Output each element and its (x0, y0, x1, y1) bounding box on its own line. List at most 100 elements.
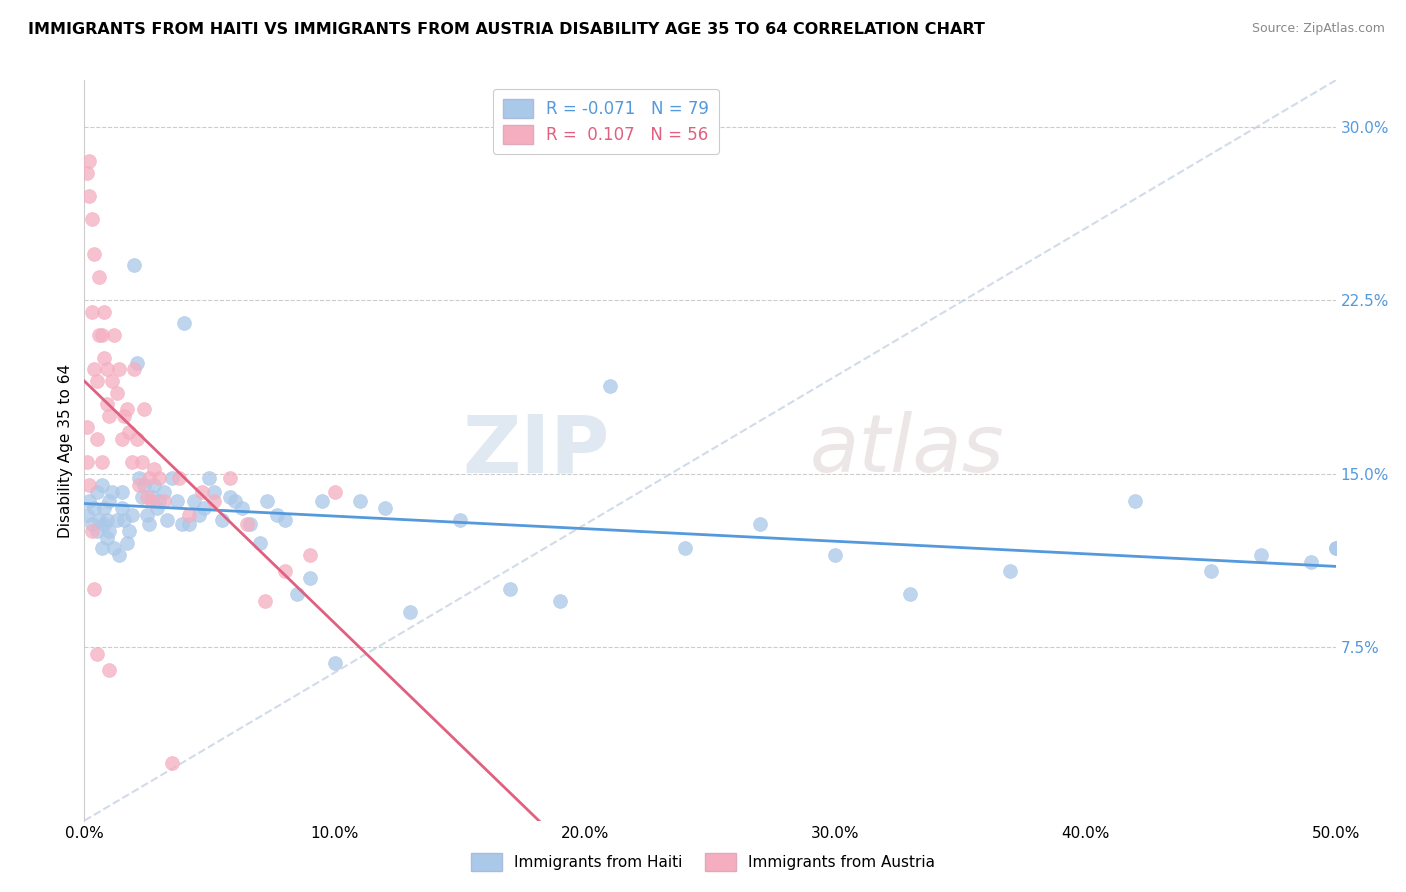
Point (256, 494, 278, 508)
Point (253, 594, 276, 608)
Point (398, 606, 420, 620)
Point (311, 494, 333, 508)
Point (323, 657, 346, 671)
Point (121, 455, 143, 469)
Point (170, 517, 193, 532)
Point (249, 536, 271, 550)
Point (118, 425, 141, 439)
Point (273, 564, 295, 578)
Point (86, 432, 108, 446)
Point (86, 485, 108, 500)
Point (98, 409, 121, 423)
Point (118, 524, 141, 539)
Point (298, 571, 321, 585)
Point (749, 517, 772, 532)
Point (188, 508, 211, 523)
Point (93, 517, 115, 532)
Point (115, 536, 138, 550)
Point (96, 397, 118, 411)
Point (111, 432, 134, 446)
Point (128, 478, 150, 492)
Point (1324, 541, 1347, 555)
Point (79, 189, 101, 203)
Point (80, 517, 103, 532)
Point (191, 485, 214, 500)
Point (90, 541, 112, 555)
Point (76, 420, 98, 434)
Point (79, 494, 101, 508)
Point (236, 517, 259, 532)
Point (673, 541, 696, 555)
Point (136, 490, 159, 504)
Point (108, 548, 131, 562)
Point (285, 587, 308, 601)
Point (148, 471, 170, 485)
Point (93, 304, 115, 318)
Point (76, 166, 98, 180)
Point (141, 494, 163, 508)
Point (499, 582, 522, 597)
Point (134, 478, 156, 492)
Legend: R = -0.071   N = 79, R =  0.107   N = 56: R = -0.071 N = 79, R = 0.107 N = 56 (494, 88, 720, 153)
Point (131, 455, 153, 469)
Point (298, 548, 321, 562)
Point (193, 501, 215, 516)
Point (141, 490, 163, 504)
Point (83, 501, 105, 516)
Point (898, 587, 921, 601)
Point (98, 524, 121, 539)
Point (105, 513, 128, 527)
Point (90, 327, 112, 342)
Point (112, 409, 135, 423)
Point (204, 494, 226, 508)
Point (90, 455, 112, 469)
Point (89, 327, 111, 342)
Point (173, 316, 195, 330)
Point (183, 494, 205, 508)
Point (103, 327, 125, 342)
Point (125, 432, 148, 446)
Point (160, 756, 183, 770)
Point (273, 513, 295, 527)
Point (111, 485, 134, 500)
Point (153, 485, 176, 500)
Point (160, 471, 183, 485)
Point (124, 362, 146, 376)
Point (143, 462, 166, 476)
Point (179, 508, 201, 523)
Point (89, 513, 111, 527)
Point (131, 490, 153, 504)
Point (824, 548, 846, 562)
Point (599, 378, 621, 392)
Point (166, 494, 188, 508)
Point (266, 508, 288, 523)
Point (90, 478, 112, 492)
Point (156, 513, 179, 527)
Point (93, 501, 115, 516)
Point (134, 401, 156, 416)
Point (111, 501, 134, 516)
Point (76, 455, 98, 469)
Y-axis label: Disability Age 35 to 64: Disability Age 35 to 64 (58, 363, 73, 538)
Point (89, 269, 111, 284)
Point (143, 478, 166, 492)
Point (374, 501, 396, 516)
Point (83, 582, 105, 597)
Point (1250, 548, 1272, 562)
Point (83, 362, 105, 376)
Point (98, 663, 121, 677)
Legend: Immigrants from Haiti, Immigrants from Austria: Immigrants from Haiti, Immigrants from A… (465, 847, 941, 877)
Point (115, 401, 138, 416)
Point (80, 524, 103, 539)
Point (211, 513, 233, 527)
Point (224, 494, 246, 508)
Point (105, 385, 128, 400)
Point (198, 471, 221, 485)
Point (1324, 541, 1347, 555)
Text: IMMIGRANTS FROM HAITI VS IMMIGRANTS FROM AUSTRIA DISABILITY AGE 35 TO 64 CORRELA: IMMIGRANTS FROM HAITI VS IMMIGRANTS FROM… (28, 22, 986, 37)
Point (136, 508, 159, 523)
Point (128, 471, 150, 485)
Point (98, 494, 121, 508)
Point (86, 524, 108, 539)
Point (179, 517, 201, 532)
